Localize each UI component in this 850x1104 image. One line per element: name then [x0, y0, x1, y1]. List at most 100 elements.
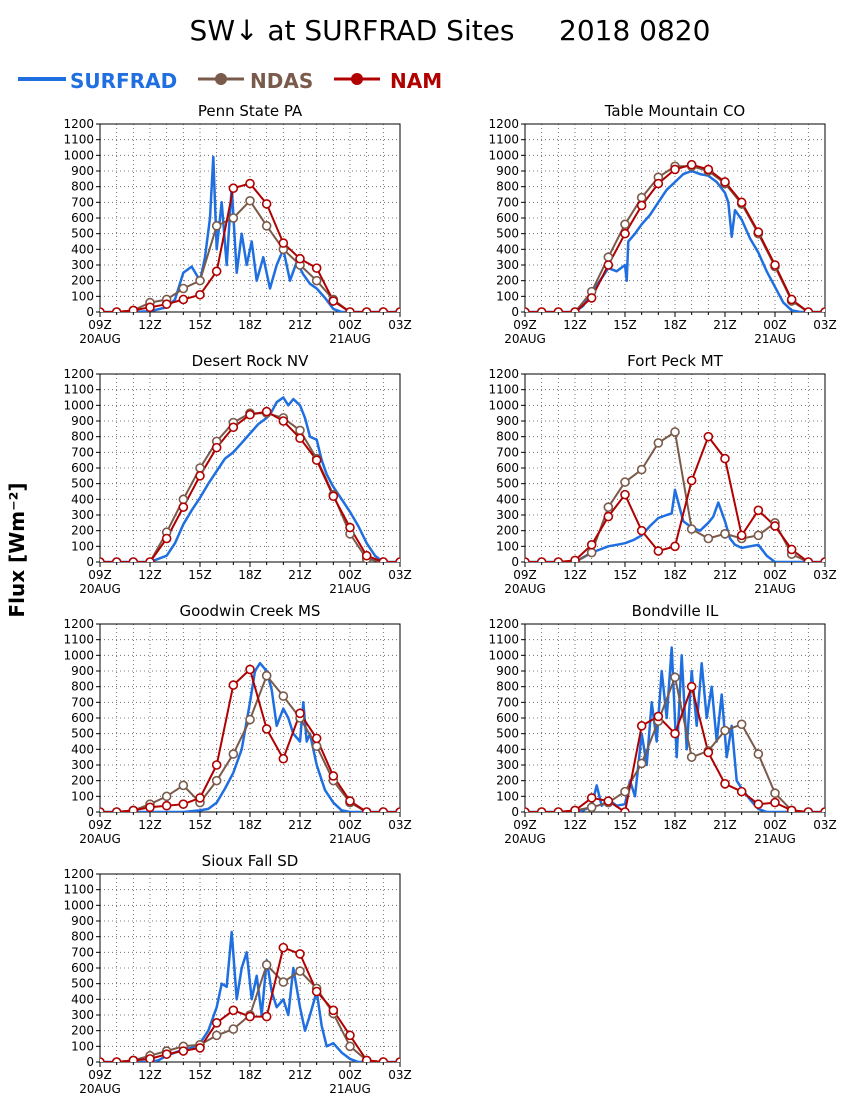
x-tick-label: 21Z	[288, 1068, 312, 1082]
nam-point	[111, 557, 122, 562]
x-tick-label: 21Z	[288, 818, 312, 832]
y-tick-label: 800	[71, 180, 94, 194]
x-tick-label: 12Z	[138, 1068, 162, 1082]
nam-point	[178, 799, 189, 809]
y-tick-label: 500	[71, 977, 94, 991]
x-tick-label: 03Z	[813, 318, 837, 332]
panel-title: Table Mountain CO	[604, 102, 746, 120]
y-tick-label: 100	[496, 789, 519, 803]
y-tick-label: 1100	[488, 633, 519, 647]
y-tick-label: 700	[496, 195, 519, 209]
x-tick-label: 12Z	[138, 568, 162, 582]
nam-point	[278, 942, 289, 953]
nam-point	[670, 728, 680, 739]
y-tick-label: 100	[71, 789, 94, 803]
nam-point	[161, 533, 172, 544]
nam-point	[278, 238, 289, 248]
y-tick-label: 400	[496, 492, 519, 506]
nam-point	[803, 307, 814, 312]
nam-point	[161, 1049, 172, 1059]
nam-point	[636, 721, 647, 731]
nam-point	[361, 307, 372, 312]
y-tick-label: 0	[511, 305, 519, 319]
nam-point	[245, 178, 255, 189]
ndas-point	[161, 791, 172, 802]
ndas-point	[686, 752, 697, 762]
y-tick-label: 600	[71, 961, 94, 975]
plot-area	[100, 661, 400, 812]
x-tick-label: 00Z	[338, 818, 362, 832]
ndas-point	[178, 494, 189, 505]
y-tick-label: 500	[496, 727, 519, 741]
ndas-point	[720, 725, 730, 736]
nam-point	[145, 1054, 155, 1062]
legend: SURFRAD NDAS NAM	[18, 69, 442, 93]
nam-point	[653, 178, 664, 189]
x-tick-label: 03Z	[813, 568, 837, 582]
panel-title: Bondville IL	[632, 602, 719, 620]
nam-point	[736, 786, 747, 797]
nam-point	[770, 260, 780, 270]
ndas-point	[586, 802, 597, 812]
nam-point	[161, 800, 172, 811]
x-tick-label: 12Z	[138, 318, 162, 332]
nam-point	[228, 422, 239, 433]
nam-point	[786, 544, 797, 555]
legend-label-ndas: NDAS	[250, 69, 313, 93]
x-tick-label: 09Z	[513, 568, 537, 582]
ndas-point	[195, 275, 205, 286]
y-tick-label: 1100	[63, 133, 94, 147]
ndas-point	[211, 1030, 222, 1041]
x-tick-label: 18Z	[238, 818, 262, 832]
y-tick-label: 0	[86, 805, 94, 819]
nam-point	[525, 557, 530, 562]
x-tick-label: 03Z	[388, 1068, 412, 1082]
ndas-point	[620, 477, 630, 487]
nam-point	[803, 557, 814, 562]
nam-point	[245, 1011, 255, 1022]
y-tick-label: 100	[71, 539, 94, 553]
x-date-label-left: 20AUG	[79, 832, 121, 846]
legend-label-nam: NAM	[390, 69, 442, 93]
nam-point	[328, 296, 339, 306]
y-tick-label: 1200	[488, 117, 519, 131]
ndas-point	[753, 749, 764, 759]
nam-point	[295, 949, 305, 959]
nam-point	[100, 557, 105, 562]
x-tick-label: 09Z	[88, 818, 112, 832]
y-tick-label: 200	[496, 774, 519, 788]
x-tick-label: 21Z	[713, 568, 737, 582]
x-date-label-right: 21AUG	[329, 1082, 371, 1096]
y-tick-label: 400	[71, 492, 94, 506]
nam-point	[245, 409, 255, 420]
y-tick-label: 800	[496, 680, 519, 694]
y-tick-label: 700	[71, 195, 94, 209]
ndas-point	[211, 775, 222, 786]
nam-point	[378, 557, 389, 562]
nam-point	[311, 986, 322, 997]
series-surfrad	[100, 396, 400, 562]
nam-point	[211, 442, 222, 453]
panel-title: Desert Rock NV	[192, 352, 309, 370]
y-tick-label: 100	[496, 289, 519, 303]
nam-point	[536, 807, 547, 812]
nam-point	[586, 293, 597, 303]
nam-point	[570, 805, 580, 812]
ndas-point	[770, 788, 780, 799]
x-tick-label: 15Z	[188, 818, 212, 832]
nam-point	[703, 164, 714, 175]
panel-title: Penn State PA	[198, 102, 303, 120]
nam-point	[245, 664, 255, 675]
ndas-point	[261, 670, 272, 681]
plot-area	[525, 427, 825, 562]
plot-area	[100, 396, 400, 562]
nam-point	[111, 807, 122, 812]
x-tick-label: 15Z	[188, 318, 212, 332]
ndas-point	[311, 741, 322, 752]
nam-point	[178, 1046, 189, 1056]
y-tick-label: 1200	[63, 117, 94, 131]
y-tick-label: 1000	[63, 148, 94, 162]
x-tick-label: 15Z	[613, 818, 637, 832]
x-tick-label: 00Z	[338, 568, 362, 582]
